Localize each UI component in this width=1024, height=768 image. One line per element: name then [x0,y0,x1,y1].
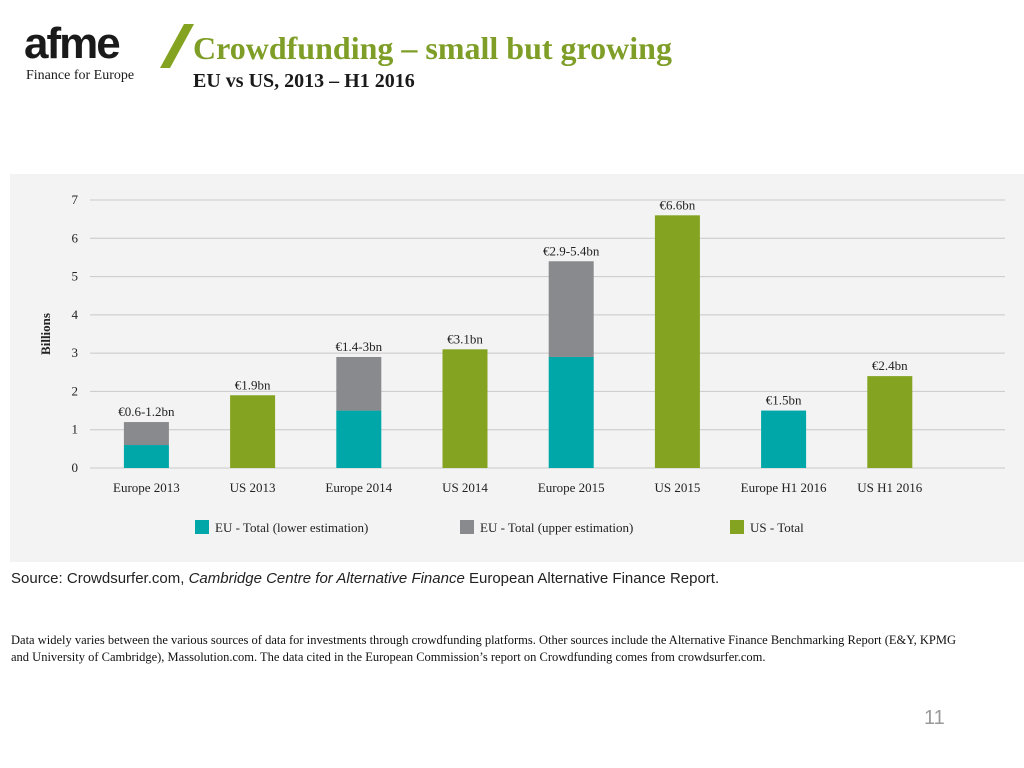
y-tick-label-5: 5 [72,269,79,284]
legend-swatch-2 [730,520,744,534]
bar-us-2013-s2 [230,395,276,468]
y-tick-label-3: 3 [72,345,79,360]
x-tick-label-5: US 2015 [654,480,700,495]
bar-europe-2014-s0 [336,410,382,468]
source-suffix: European Alternative Finance Report. [464,570,720,587]
data-label-5: €6.6bn [660,197,696,212]
bar-chart: 0 1 2 3 4 5 6 7 Billions €0.6-1.2bn Europe 2013 €1.… [38,192,1005,535]
x-tick-label-4: Europe 2015 [538,480,605,495]
footnote-text: Data widely varies between the various s… [11,633,957,664]
data-label-0: €0.6-1.2bn [118,404,175,419]
source-italic: Cambridge Centre for Alternative Finance [188,570,465,587]
y-tick-label-2: 2 [72,383,79,398]
page-number: 11 [924,707,945,729]
x-tick-label-6: Europe H1 2016 [741,480,827,495]
legend-label-1: EU - Total (upper estimation) [480,520,633,535]
y-tick-label-7: 7 [72,192,79,207]
x-tick-label-2: Europe 2014 [325,480,392,495]
bar-europe-2013-s0 [123,445,169,468]
bar-europe-2015-s0 [548,356,594,468]
data-label-2: €1.4-3bn [336,339,383,354]
logo-tagline: Finance for Europe [26,68,135,83]
bar-europe-h1-2016-s0 [761,410,807,468]
legend-swatch-0 [195,520,209,534]
x-tick-label-3: US 2014 [442,480,488,495]
y-tick-label-0: 0 [72,460,79,475]
y-tick-label-6: 6 [72,230,79,245]
x-tick-label-7: US H1 2016 [857,480,923,495]
page-title: Crowdfunding – small but growing [193,30,672,66]
legend-label-0: EU - Total (lower estimation) [215,520,368,535]
logo-slash-icon [160,24,194,68]
bar-europe-2013-s1 [123,422,169,446]
data-label-3: €3.1bn [447,331,483,346]
bar-us-2014-s2 [442,349,488,468]
bar-us-h1-2016-s2 [867,376,913,468]
legend-label-2: US - Total [750,520,804,535]
logo-wordmark: afme [24,19,121,68]
data-label-6: €1.5bn [766,393,802,408]
x-tick-label-1: US 2013 [230,480,276,495]
source-line: Source: Crowdsurfer.com, Cambridge Centr… [11,570,719,587]
y-tick-label-1: 1 [72,422,79,437]
y-axis-title: Billions [38,313,53,355]
chart-panel: 0 1 2 3 4 5 6 7 Billions €0.6-1.2bn Europe 2013 €1.… [10,174,1024,562]
y-tick-label-4: 4 [72,307,79,322]
afme-logo: afme Finance for Europe [24,19,194,86]
bar-europe-2015-s1 [548,261,594,357]
bar-us-2015-s2 [654,215,700,468]
source-prefix: Source: Crowdsurfer.com, [11,570,189,587]
x-tick-label-0: Europe 2013 [113,480,180,495]
page-subtitle: EU vs US, 2013 – H1 2016 [193,70,415,92]
bar-europe-2014-s1 [336,356,382,411]
data-label-1: €1.9bn [235,377,271,392]
legend-swatch-1 [460,520,474,534]
data-label-4: €2.9-5.4bn [543,243,600,258]
data-label-7: €2.4bn [872,358,908,373]
